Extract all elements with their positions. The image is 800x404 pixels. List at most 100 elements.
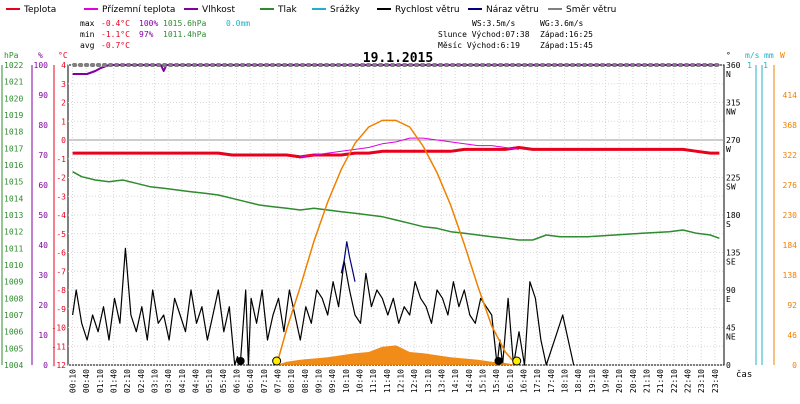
info-moon-rise: Měsíc Východ:6:19: [438, 41, 520, 50]
x-tick-label: 06:40: [246, 369, 255, 393]
solar-tick-label: 276: [783, 181, 798, 190]
series-prizemni-teplota: [300, 137, 520, 158]
hpa-tick-label: 1005: [4, 344, 23, 353]
x-tick-label: 16:10: [506, 369, 515, 393]
info-sun-rise: Slunce Východ:07:38: [438, 30, 530, 39]
wind-tick-label: 1: [747, 61, 752, 70]
series-teplota: [72, 146, 720, 159]
temp-unit: °C: [58, 51, 68, 60]
x-tick-label: 10:40: [356, 369, 365, 393]
hpa-tick-label: 1019: [4, 111, 23, 120]
x-tick-label: 12:40: [410, 369, 419, 393]
temp-tick-label: -7: [56, 267, 66, 276]
temp-tick-label: -11: [52, 342, 67, 351]
pct-tick-label: 0: [43, 361, 48, 370]
x-tick-label: 14:40: [465, 369, 474, 393]
x-tick-label: 06:10: [233, 369, 242, 393]
x-tick-label: 13:10: [424, 369, 433, 393]
series-slunecni-zareni: [275, 119, 518, 366]
dir-tick-label: 180: [726, 211, 741, 220]
hpa-tick-label: 1014: [4, 194, 23, 203]
pct-tick-label: 80: [38, 121, 48, 130]
dir-compass-label: SE: [726, 258, 736, 267]
x-tick-label: 09:40: [328, 369, 337, 393]
x-tick-label: 15:10: [479, 369, 488, 393]
x-tick-label: 14:10: [451, 369, 460, 393]
x-tick-label: 01:40: [110, 369, 119, 393]
x-tick-label: 15:40: [492, 369, 501, 393]
series-namerene-zareni: [276, 345, 517, 365]
pct-unit: %: [38, 51, 43, 60]
hpa-tick-label: 1021: [4, 78, 23, 87]
pct-tick-label: 40: [38, 241, 48, 250]
stats-max-hum: 100%: [139, 19, 158, 28]
x-tick-label: 19:10: [588, 369, 597, 393]
series-tlak: [72, 171, 720, 241]
legend-item-teplota: Teplota: [6, 5, 56, 15]
x-tick-label: 00:10: [69, 369, 78, 393]
info-sun-set: Západ:16:25: [540, 30, 593, 39]
x-tick-label: 17:10: [533, 369, 542, 393]
hpa-tick-label: 1016: [4, 161, 23, 170]
x-tick-label: 20:40: [629, 369, 638, 393]
sunset-icon: [512, 356, 522, 366]
temp-tick-label: 1: [61, 117, 66, 126]
dir-compass-label: S: [726, 220, 731, 229]
hpa-tick-label: 1011: [4, 244, 23, 253]
series-rychlost-vetru: [72, 247, 575, 366]
stats-min-press: 1011.4hPa: [163, 30, 207, 39]
legend-label: Náraz větru: [486, 5, 539, 15]
temp-tick-label: 2: [61, 99, 66, 108]
solar-tick-label: 0: [792, 361, 797, 370]
temp-tick-label: -8: [56, 286, 66, 295]
series-layer: [72, 63, 720, 366]
x-tick-label: 21:10: [643, 369, 652, 393]
legend: Teplota Přízemní teplota Vlhkost Tlak Sr…: [6, 5, 616, 15]
solar-tick-label: 414: [783, 91, 798, 100]
hpa-tick-label: 1013: [4, 211, 23, 220]
x-tick-label: 11:40: [383, 369, 392, 393]
legend-item-vlhkost: Vlhkost: [184, 5, 235, 15]
pct-tick-label: 90: [38, 91, 48, 100]
sunrise-icon: [272, 356, 282, 366]
hpa-tick-label: 1022: [4, 61, 23, 70]
dir-compass-label: SW: [726, 183, 736, 192]
x-tick-label: 01:10: [96, 369, 105, 393]
pct-tick-label: 60: [38, 181, 48, 190]
solar-tick-label: 230: [783, 211, 798, 220]
hpa-tick-label: 1009: [4, 278, 23, 287]
stats-avg-label: avg: [80, 41, 95, 50]
chart-title: 19.1.2015: [363, 51, 433, 66]
x-tick-label: 08:10: [287, 369, 296, 393]
hpa-tick-label: 1020: [4, 94, 23, 103]
legend-item-smer-vetru: Směr větru: [548, 5, 616, 15]
x-tick-label: 02:10: [123, 369, 132, 393]
solar-tick-label: 322: [783, 151, 798, 160]
hpa-tick-label: 1018: [4, 128, 23, 137]
stats-max-rain: 0.0mm: [226, 19, 250, 28]
legend-item-prizemni-teplota: Přízemní teplota: [84, 5, 175, 15]
x-tick-label: 07:40: [274, 369, 283, 393]
stats-min-temp: -1.1°C: [101, 30, 130, 39]
x-tick-label: 18:40: [574, 369, 583, 393]
dir-tick-label: 225: [726, 174, 741, 183]
stats-block: max -0.4°C 100% 1015.6hPa 0.0mm min -1.1…: [80, 19, 250, 50]
temp-tick-label: 0: [61, 136, 66, 145]
x-tick-label: 20:10: [615, 369, 624, 393]
axis-units: hPa % °C ° m/s mm W: [4, 51, 785, 60]
temp-tick-label: -4: [56, 211, 66, 220]
hpa-tick-label: 1006: [4, 328, 23, 337]
temp-tick-label: -2: [56, 174, 66, 183]
info-moon-set: Západ:15:45: [540, 41, 593, 50]
hpa-tick-label: 1007: [4, 311, 23, 320]
hpa-tick-label: 1012: [4, 228, 23, 237]
hpa-tick-label: 1008: [4, 294, 23, 303]
temp-tick-label: -10: [52, 324, 67, 333]
solar-tick-label: 46: [787, 331, 797, 340]
legend-label: Přízemní teplota: [102, 5, 175, 15]
dir-tick-label: 360: [726, 61, 741, 70]
dir-compass-label: W: [726, 145, 731, 154]
ticks-layer: 00:10 00:40 01:10 01:40 02:10 02:40 03:10 03:40…: [1, 61, 798, 393]
x-tick-label: 21:40: [656, 369, 665, 393]
